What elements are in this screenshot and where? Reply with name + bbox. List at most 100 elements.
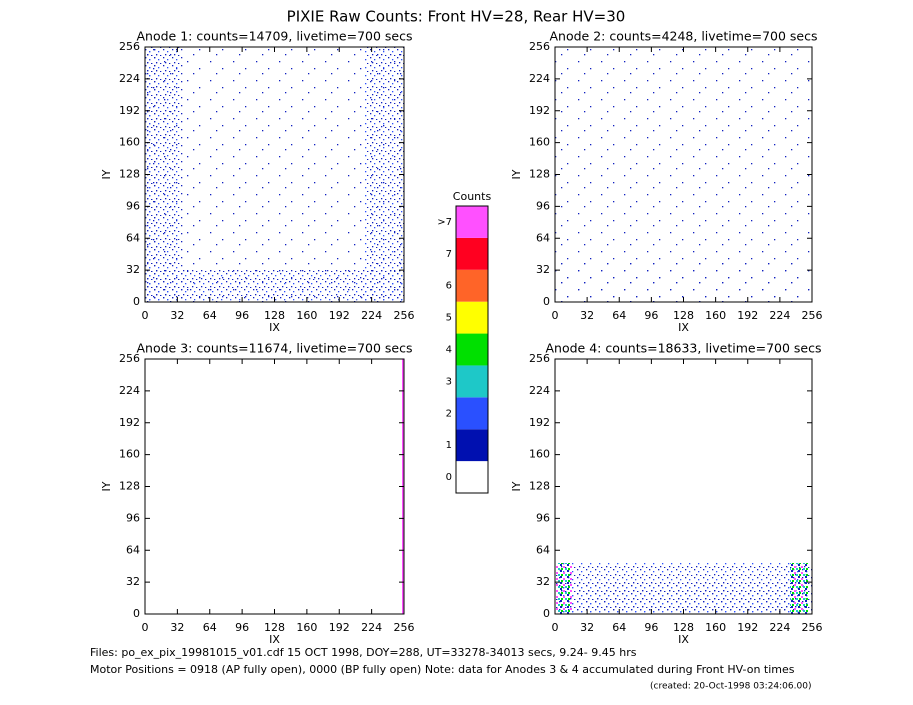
- y-tick-label: 224: [529, 384, 550, 397]
- color-swatch: [456, 206, 488, 238]
- color-swatch: [456, 461, 488, 493]
- y-tick-label: 0: [133, 295, 140, 308]
- color-swatch: [456, 429, 488, 462]
- x-tick-label: 96: [644, 621, 658, 634]
- y-tick-label: 96: [126, 199, 140, 212]
- y-tick-label: 224: [119, 72, 140, 85]
- y-tick-label: 32: [126, 575, 140, 588]
- x-axis-label: IX: [269, 633, 280, 646]
- colorbar-label: >7: [437, 217, 452, 228]
- y-tick-label: 224: [529, 72, 550, 85]
- y-tick-label: 256: [119, 352, 140, 365]
- y-tick-label: 160: [529, 448, 550, 461]
- colorbar-label: 4: [446, 345, 452, 356]
- colorbar-label: 1: [446, 440, 452, 451]
- x-tick-label: 256: [394, 309, 415, 322]
- y-axis-label: IY: [100, 169, 113, 179]
- y-tick-label: 192: [119, 416, 140, 429]
- y-tick-label: 192: [529, 416, 550, 429]
- panel-title: Anode 1: counts=14709, livetime=700 secs: [137, 29, 413, 44]
- y-tick-label: 256: [119, 40, 140, 53]
- x-tick-label: 64: [612, 309, 626, 322]
- figure-title: PIXIE Raw Counts: Front HV=28, Rear HV=3…: [287, 8, 626, 26]
- plot-frame: [144, 358, 405, 615]
- y-tick-label: 128: [119, 480, 140, 493]
- x-tick-label: 96: [644, 309, 658, 322]
- panel-title: Anode 2: counts=4248, livetime=700 secs: [549, 29, 817, 44]
- x-axis-label: IX: [678, 633, 689, 646]
- colorbar-label: 0: [446, 472, 452, 483]
- color-swatch: [456, 237, 488, 270]
- panel-title: Anode 4: counts=18633, livetime=700 secs: [546, 341, 822, 356]
- x-axis-label: IX: [269, 321, 280, 334]
- y-axis-label: IY: [100, 481, 113, 491]
- y-tick-label: 128: [119, 168, 140, 181]
- x-tick-label: 256: [394, 621, 415, 634]
- colorbar-title: Counts: [453, 190, 492, 203]
- x-tick-label: 192: [329, 309, 350, 322]
- y-tick-label: 64: [126, 543, 140, 556]
- x-tick-label: 160: [705, 309, 726, 322]
- y-tick-label: 96: [536, 511, 550, 524]
- y-tick-label: 0: [133, 607, 140, 620]
- y-tick-label: 96: [536, 199, 550, 212]
- x-tick-label: 96: [235, 621, 249, 634]
- y-tick-label: 64: [536, 543, 550, 556]
- x-tick-label: 224: [769, 309, 790, 322]
- x-tick-label: 224: [361, 309, 382, 322]
- footer-text: (created: 20-Oct-1998 03:24:06.00): [650, 682, 811, 692]
- y-tick-label: 128: [529, 168, 550, 181]
- x-tick-label: 160: [296, 621, 317, 634]
- x-tick-label: 224: [769, 621, 790, 634]
- x-tick-label: 64: [203, 309, 217, 322]
- x-tick-label: 0: [142, 309, 149, 322]
- y-tick-label: 0: [543, 607, 550, 620]
- x-tick-label: 64: [203, 621, 217, 634]
- x-tick-label: 32: [170, 309, 184, 322]
- x-tick-label: 32: [580, 621, 594, 634]
- y-tick-label: 96: [126, 511, 140, 524]
- colorbar-label: 2: [446, 408, 452, 419]
- color-swatch: [456, 365, 488, 398]
- footer-text: Files: po_ex_pix_19981015_v01.cdf 15 OCT…: [90, 646, 637, 659]
- pixel-texture: [145, 47, 812, 614]
- panel-title: Anode 3: counts=11674, livetime=700 secs: [137, 341, 413, 356]
- y-tick-label: 160: [119, 136, 140, 149]
- footer-text: Motor Positions = 0918 (AP fully open), …: [90, 663, 795, 676]
- color-swatch: [456, 397, 488, 430]
- y-axis-label: IY: [510, 481, 523, 491]
- x-tick-label: 0: [552, 309, 559, 322]
- color-swatch: [456, 333, 488, 366]
- y-tick-label: 0: [543, 295, 550, 308]
- color-swatch: [456, 269, 488, 302]
- y-tick-label: 192: [119, 104, 140, 117]
- colorbar-frame: [455, 205, 489, 494]
- x-tick-label: 160: [705, 621, 726, 634]
- x-tick-label: 64: [612, 621, 626, 634]
- y-tick-label: 256: [529, 40, 550, 53]
- x-tick-label: 192: [737, 621, 758, 634]
- x-tick-label: 160: [296, 309, 317, 322]
- colorbar-label: 5: [446, 313, 452, 324]
- x-tick-label: 224: [361, 621, 382, 634]
- y-tick-label: 256: [529, 352, 550, 365]
- x-tick-label: 192: [737, 309, 758, 322]
- y-tick-label: 128: [529, 480, 550, 493]
- x-tick-label: 128: [673, 309, 694, 322]
- x-tick-label: 128: [264, 309, 285, 322]
- y-tick-label: 192: [529, 104, 550, 117]
- y-tick-label: 32: [536, 263, 550, 276]
- y-tick-label: 224: [119, 384, 140, 397]
- colorbar-label: 7: [446, 249, 452, 260]
- x-tick-label: 256: [802, 621, 823, 634]
- y-tick-label: 64: [536, 231, 550, 244]
- x-tick-label: 96: [235, 309, 249, 322]
- y-tick-label: 32: [536, 575, 550, 588]
- x-axis-label: IX: [678, 321, 689, 334]
- x-tick-label: 128: [264, 621, 285, 634]
- y-tick-label: 160: [119, 448, 140, 461]
- y-tick-label: 32: [126, 263, 140, 276]
- x-tick-label: 0: [552, 621, 559, 634]
- colorbar-label: 6: [446, 281, 452, 292]
